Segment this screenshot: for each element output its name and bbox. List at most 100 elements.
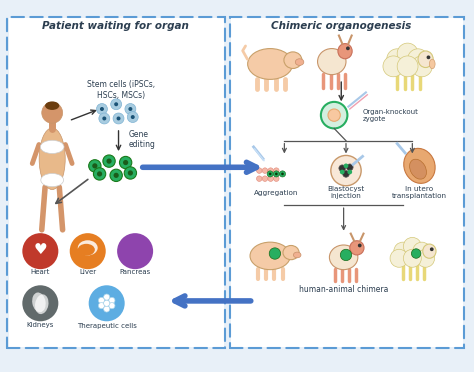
Text: Stem cells (iPSCs,
HSCs, MSCs): Stem cells (iPSCs, HSCs, MSCs) xyxy=(87,80,155,100)
Circle shape xyxy=(328,109,340,121)
Circle shape xyxy=(109,302,115,309)
Polygon shape xyxy=(231,18,463,347)
Ellipse shape xyxy=(329,245,358,270)
Circle shape xyxy=(128,170,133,176)
Ellipse shape xyxy=(40,140,64,154)
Circle shape xyxy=(97,171,102,177)
Ellipse shape xyxy=(404,148,435,183)
Text: Blastocyst
injection: Blastocyst injection xyxy=(328,186,365,199)
Text: In utero
transplantation: In utero transplantation xyxy=(392,186,447,199)
Circle shape xyxy=(111,99,122,110)
Text: Chimeric organogenesis: Chimeric organogenesis xyxy=(271,21,411,31)
Text: Liver: Liver xyxy=(79,269,96,276)
Ellipse shape xyxy=(283,246,299,260)
Circle shape xyxy=(99,302,105,309)
Ellipse shape xyxy=(284,52,302,68)
Ellipse shape xyxy=(250,242,290,270)
Circle shape xyxy=(117,116,120,121)
Circle shape xyxy=(89,285,125,321)
Circle shape xyxy=(119,156,132,169)
Circle shape xyxy=(128,112,138,122)
Circle shape xyxy=(262,176,268,182)
Circle shape xyxy=(346,46,350,50)
Ellipse shape xyxy=(32,292,46,312)
Circle shape xyxy=(340,170,345,174)
Circle shape xyxy=(427,55,430,59)
Circle shape xyxy=(109,297,115,304)
Circle shape xyxy=(100,107,104,111)
Ellipse shape xyxy=(429,59,435,69)
Ellipse shape xyxy=(78,244,95,256)
Text: Pancreas: Pancreas xyxy=(119,269,151,276)
Ellipse shape xyxy=(35,294,48,314)
Circle shape xyxy=(269,248,281,259)
Circle shape xyxy=(99,297,105,304)
Circle shape xyxy=(104,306,110,312)
Circle shape xyxy=(340,249,352,261)
Circle shape xyxy=(413,242,431,260)
Ellipse shape xyxy=(423,244,436,258)
Circle shape xyxy=(273,176,279,182)
Text: Patient waiting for organ: Patient waiting for organ xyxy=(42,21,189,31)
Ellipse shape xyxy=(295,59,304,65)
Polygon shape xyxy=(9,18,224,347)
Circle shape xyxy=(256,168,262,173)
Circle shape xyxy=(394,242,412,260)
Circle shape xyxy=(383,56,404,77)
Circle shape xyxy=(279,171,285,177)
Circle shape xyxy=(281,173,284,175)
Circle shape xyxy=(103,155,115,167)
Circle shape xyxy=(114,173,119,178)
Circle shape xyxy=(268,176,273,182)
Circle shape xyxy=(358,244,362,247)
Text: Gene
editing: Gene editing xyxy=(129,130,156,150)
Circle shape xyxy=(42,102,63,123)
Circle shape xyxy=(397,43,418,64)
Circle shape xyxy=(343,171,349,177)
Circle shape xyxy=(430,247,434,251)
Circle shape xyxy=(131,115,135,119)
Circle shape xyxy=(113,113,124,124)
Circle shape xyxy=(273,168,279,173)
Circle shape xyxy=(411,56,432,77)
Circle shape xyxy=(93,168,106,180)
Circle shape xyxy=(124,167,137,179)
Circle shape xyxy=(403,249,421,267)
Circle shape xyxy=(99,113,110,124)
Circle shape xyxy=(417,249,435,267)
Text: Organ-knockout
zygote: Organ-knockout zygote xyxy=(363,109,419,122)
Circle shape xyxy=(346,164,353,171)
Circle shape xyxy=(102,116,106,121)
Circle shape xyxy=(97,103,108,115)
Circle shape xyxy=(92,163,98,169)
Circle shape xyxy=(269,173,272,175)
Circle shape xyxy=(262,168,268,173)
Ellipse shape xyxy=(318,49,346,75)
Circle shape xyxy=(22,233,58,269)
Circle shape xyxy=(104,300,110,307)
Circle shape xyxy=(403,237,421,256)
Ellipse shape xyxy=(45,102,59,110)
Circle shape xyxy=(128,107,132,111)
Circle shape xyxy=(89,160,101,172)
Text: Kidneys: Kidneys xyxy=(27,322,54,328)
Circle shape xyxy=(22,285,58,321)
Circle shape xyxy=(114,102,118,106)
Circle shape xyxy=(107,158,112,164)
Ellipse shape xyxy=(293,252,301,258)
Circle shape xyxy=(267,171,273,177)
Ellipse shape xyxy=(39,128,65,190)
Circle shape xyxy=(123,160,128,165)
Circle shape xyxy=(256,176,262,182)
Circle shape xyxy=(408,49,428,70)
Circle shape xyxy=(321,102,347,128)
Ellipse shape xyxy=(338,44,352,59)
Circle shape xyxy=(339,165,346,171)
Circle shape xyxy=(347,170,352,174)
Circle shape xyxy=(70,233,106,269)
Circle shape xyxy=(390,249,408,267)
Ellipse shape xyxy=(350,241,364,255)
Circle shape xyxy=(268,168,273,173)
Circle shape xyxy=(104,294,110,300)
Circle shape xyxy=(273,171,279,177)
